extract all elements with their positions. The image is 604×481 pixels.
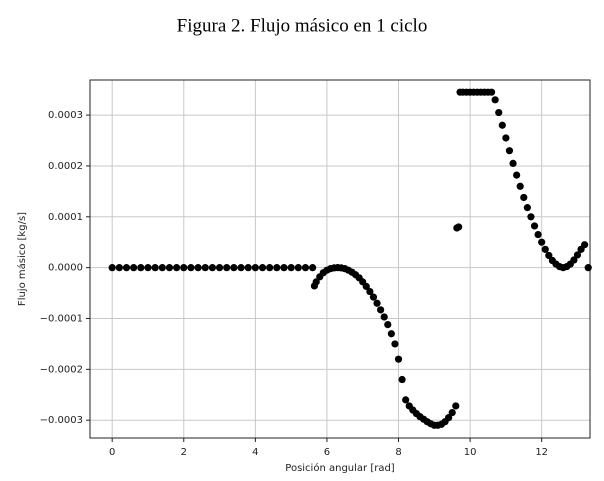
point: [266, 264, 274, 272]
point: [301, 264, 310, 272]
y-tick-label: −0.0003: [40, 415, 83, 426]
point: [570, 256, 578, 264]
point: [538, 238, 546, 246]
point: [387, 330, 395, 338]
point: [165, 264, 174, 272]
x-tick-label: 6: [324, 447, 330, 458]
point: [187, 264, 195, 272]
point: [201, 264, 209, 272]
point: [362, 282, 370, 291]
point: [452, 402, 460, 410]
point: [158, 264, 166, 272]
point: [309, 264, 317, 272]
point: [258, 264, 267, 272]
point: [498, 121, 506, 129]
x-tick-label: 2: [181, 447, 187, 458]
point: [455, 223, 463, 231]
point: [122, 264, 131, 272]
point: [215, 264, 224, 272]
point: [394, 355, 403, 363]
y-tick-label: 0.0001: [48, 212, 83, 223]
point: [398, 375, 406, 384]
y-tick-label: −0.0001: [40, 313, 83, 324]
point: [273, 264, 281, 272]
point: [520, 193, 528, 202]
point: [130, 264, 138, 272]
point: [369, 293, 378, 301]
point: [581, 241, 589, 249]
point: [251, 264, 259, 272]
point: [208, 264, 217, 272]
x-axis-label: Posición angular [rad]: [285, 462, 395, 474]
point: [180, 264, 188, 272]
point: [312, 278, 320, 286]
point: [391, 340, 399, 348]
point: [173, 264, 181, 272]
point: [445, 414, 453, 422]
x-tick-label: 4: [252, 447, 258, 458]
x-tick-label: 0: [109, 447, 115, 458]
point: [287, 264, 295, 272]
plot-frame: [89, 79, 591, 439]
point: [530, 222, 539, 230]
point: [244, 264, 252, 272]
point: [523, 204, 531, 212]
y-tick-label: 0.0002: [48, 161, 83, 172]
point: [137, 264, 145, 272]
point: [402, 396, 410, 404]
chart-title: Figura 2. Flujo másico en 1 ciclo: [177, 15, 428, 36]
point: [194, 264, 202, 272]
point: [584, 264, 592, 272]
point: [534, 230, 542, 239]
point: [541, 245, 549, 253]
point: [516, 182, 524, 190]
point: [491, 96, 499, 104]
point: [448, 408, 456, 417]
point: [237, 264, 245, 272]
point: [384, 320, 392, 329]
point: [366, 287, 374, 296]
point: [545, 251, 553, 260]
point: [495, 108, 503, 117]
point: [573, 251, 582, 259]
y-axis-label: Flujo másico [kg/s]: [16, 212, 28, 306]
point: [527, 213, 535, 221]
x-tick-label: 12: [535, 447, 548, 458]
y-tick-label: 0.0000: [48, 263, 83, 274]
x-tick-label: 10: [464, 447, 477, 458]
point: [144, 264, 152, 272]
y-tick-label: 0.0003: [48, 110, 83, 121]
point: [280, 264, 288, 272]
x-tick-label: 8: [395, 447, 401, 458]
point: [151, 264, 159, 272]
point: [223, 264, 231, 272]
point: [115, 264, 123, 272]
point: [377, 306, 385, 314]
point: [373, 299, 381, 307]
y-tick-label: −0.0002: [40, 364, 83, 375]
point: [108, 264, 116, 272]
point: [509, 159, 517, 167]
point: [487, 88, 496, 96]
point: [505, 147, 514, 155]
point: [294, 264, 302, 272]
point: [513, 171, 521, 179]
point: [230, 264, 238, 272]
point: [380, 313, 388, 321]
point: [502, 134, 510, 142]
